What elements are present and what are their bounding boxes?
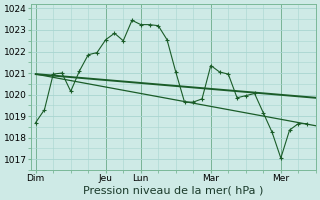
X-axis label: Pression niveau de la mer( hPa ): Pression niveau de la mer( hPa ) [84,186,264,196]
